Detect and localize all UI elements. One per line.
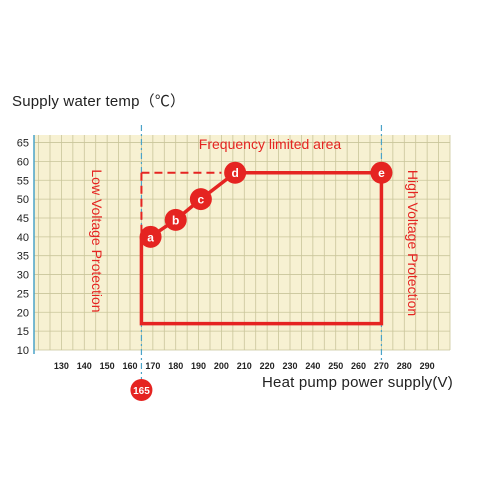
- high-voltage-label: High Voltage Protection: [405, 170, 421, 316]
- y-tick-label: 10: [17, 345, 29, 357]
- x-tick-label: 130: [54, 361, 69, 371]
- curve-a-d: [149, 171, 237, 239]
- y-tick-label: 60: [17, 156, 29, 168]
- y-tick-label: 65: [17, 138, 29, 150]
- x-tick-label: 210: [237, 361, 252, 371]
- y-tick-label: 45: [17, 213, 29, 225]
- x-axis-title: Heat pump power supply(V): [262, 374, 453, 391]
- y-tick-label: 40: [17, 232, 29, 244]
- x-tick-label: 170: [145, 361, 160, 371]
- x-tick-label: 290: [420, 361, 435, 371]
- x-tick-label: 280: [397, 361, 412, 371]
- y-tick-label: 25: [17, 288, 29, 300]
- marker-165-label: 165: [133, 386, 150, 397]
- y-tick-label: 15: [17, 326, 29, 338]
- y-axis-title: Supply water temp（℃）: [12, 93, 186, 110]
- x-tick-label: 190: [191, 361, 206, 371]
- point-a: [139, 225, 162, 248]
- point-label-a: a: [147, 230, 154, 244]
- x-tick-label: 150: [100, 361, 115, 371]
- point-label-d: d: [231, 166, 238, 180]
- x-tick-label: 160: [122, 361, 137, 371]
- x-tick-label: 180: [168, 361, 183, 371]
- x-tick-label: 220: [260, 361, 275, 371]
- x-tick-label: 250: [328, 361, 343, 371]
- point-c: [189, 188, 212, 211]
- y-tick-label: 55: [17, 175, 29, 187]
- operating-region: [139, 170, 384, 326]
- marker-165-circle: [130, 379, 153, 401]
- frequency-area-label: Frequency limited area: [199, 136, 342, 152]
- x-tick-label: 260: [351, 361, 366, 371]
- y-tick-label: 30: [17, 270, 29, 282]
- x-tick-label: 240: [305, 361, 320, 371]
- y-tick-label: 35: [17, 251, 29, 263]
- low-voltage-label: Low Voltage Protection: [89, 169, 105, 312]
- point-b: [164, 208, 187, 231]
- point-d: [224, 161, 247, 184]
- x-tick-label: 140: [77, 361, 92, 371]
- x-tick-label: 270: [374, 361, 389, 371]
- point-label-e: e: [378, 166, 385, 180]
- point-label-c: c: [198, 193, 205, 207]
- x-tick-label: 200: [214, 361, 229, 371]
- x-tick-label: 230: [282, 361, 297, 371]
- y-tick-label: 50: [17, 194, 29, 206]
- point-label-b: b: [172, 213, 179, 227]
- point-e: [370, 161, 393, 184]
- y-tick-label: 20: [17, 307, 29, 319]
